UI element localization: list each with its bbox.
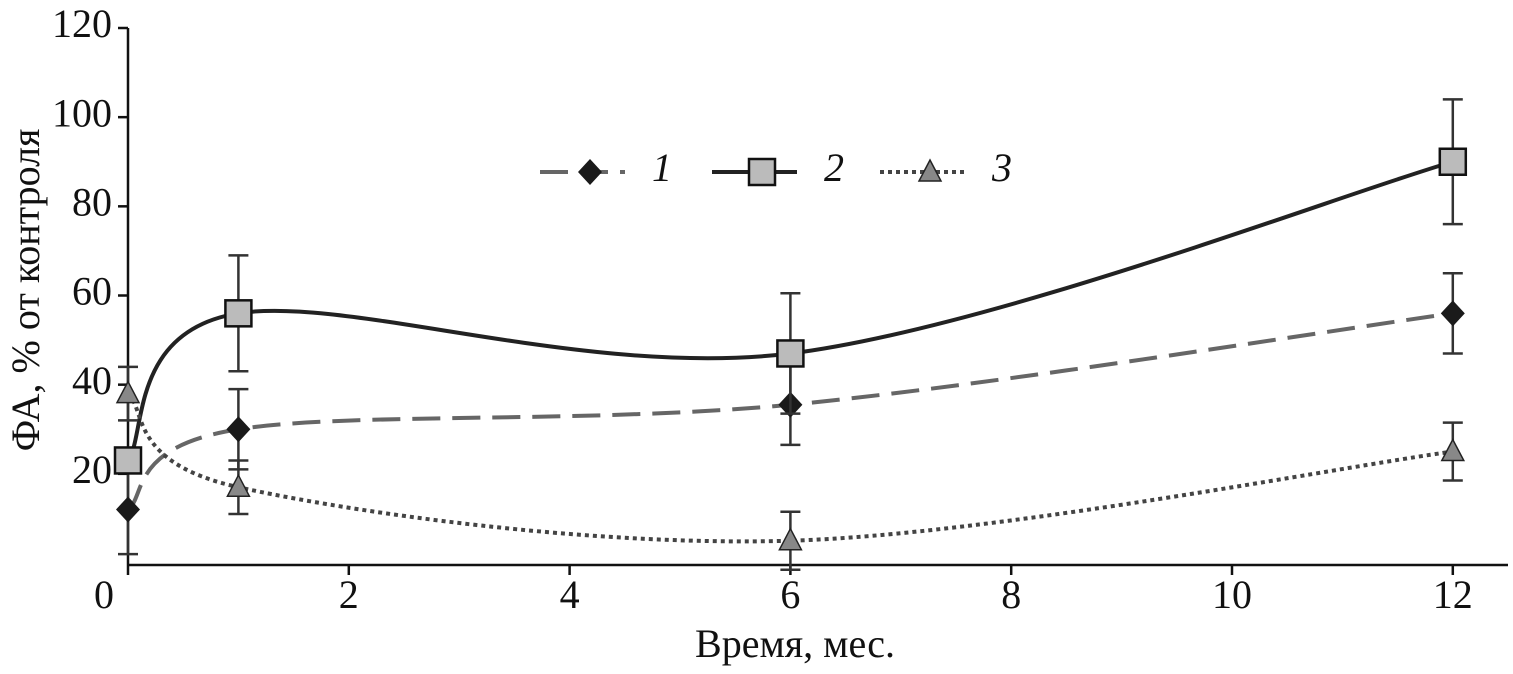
point [113, 446, 143, 475]
legend-marker [747, 157, 777, 187]
x-tick-label: 0 [94, 572, 114, 617]
point [776, 339, 805, 368]
legend-label: 2 [824, 145, 844, 190]
point [224, 299, 253, 328]
legend-label: 3 [991, 145, 1012, 190]
x-axis-label: Время, мес. [695, 621, 895, 666]
x-tick-label: 10 [1212, 572, 1252, 617]
point [1438, 147, 1468, 176]
y-axis-label: ФА, % от контроля [3, 129, 48, 452]
y-tick-label: 120 [52, 1, 112, 46]
point [226, 416, 251, 443]
x-tick-label: 12 [1433, 572, 1473, 617]
point [778, 527, 803, 551]
point [1440, 437, 1466, 462]
point [116, 496, 140, 523]
x-tick-label: 6 [780, 572, 800, 617]
legend-label: 1 [652, 145, 672, 190]
point [226, 473, 251, 497]
y-tick-label: 100 [52, 90, 112, 135]
x-tick-label: 2 [339, 572, 359, 617]
y-tick-label: 40 [72, 358, 112, 403]
point [115, 379, 141, 404]
series-line [126, 311, 1454, 512]
y-tick-label: 80 [72, 180, 112, 225]
series-line [126, 392, 1454, 544]
x-tick-label: 8 [1001, 572, 1021, 617]
point [1440, 300, 1465, 327]
legend-marker [917, 158, 943, 182]
x-tick-label: 4 [560, 572, 580, 617]
legend-marker [578, 159, 602, 185]
y-tick-label: 60 [72, 269, 112, 314]
series-line [126, 159, 1454, 462]
y-tick-label: 20 [72, 447, 112, 492]
